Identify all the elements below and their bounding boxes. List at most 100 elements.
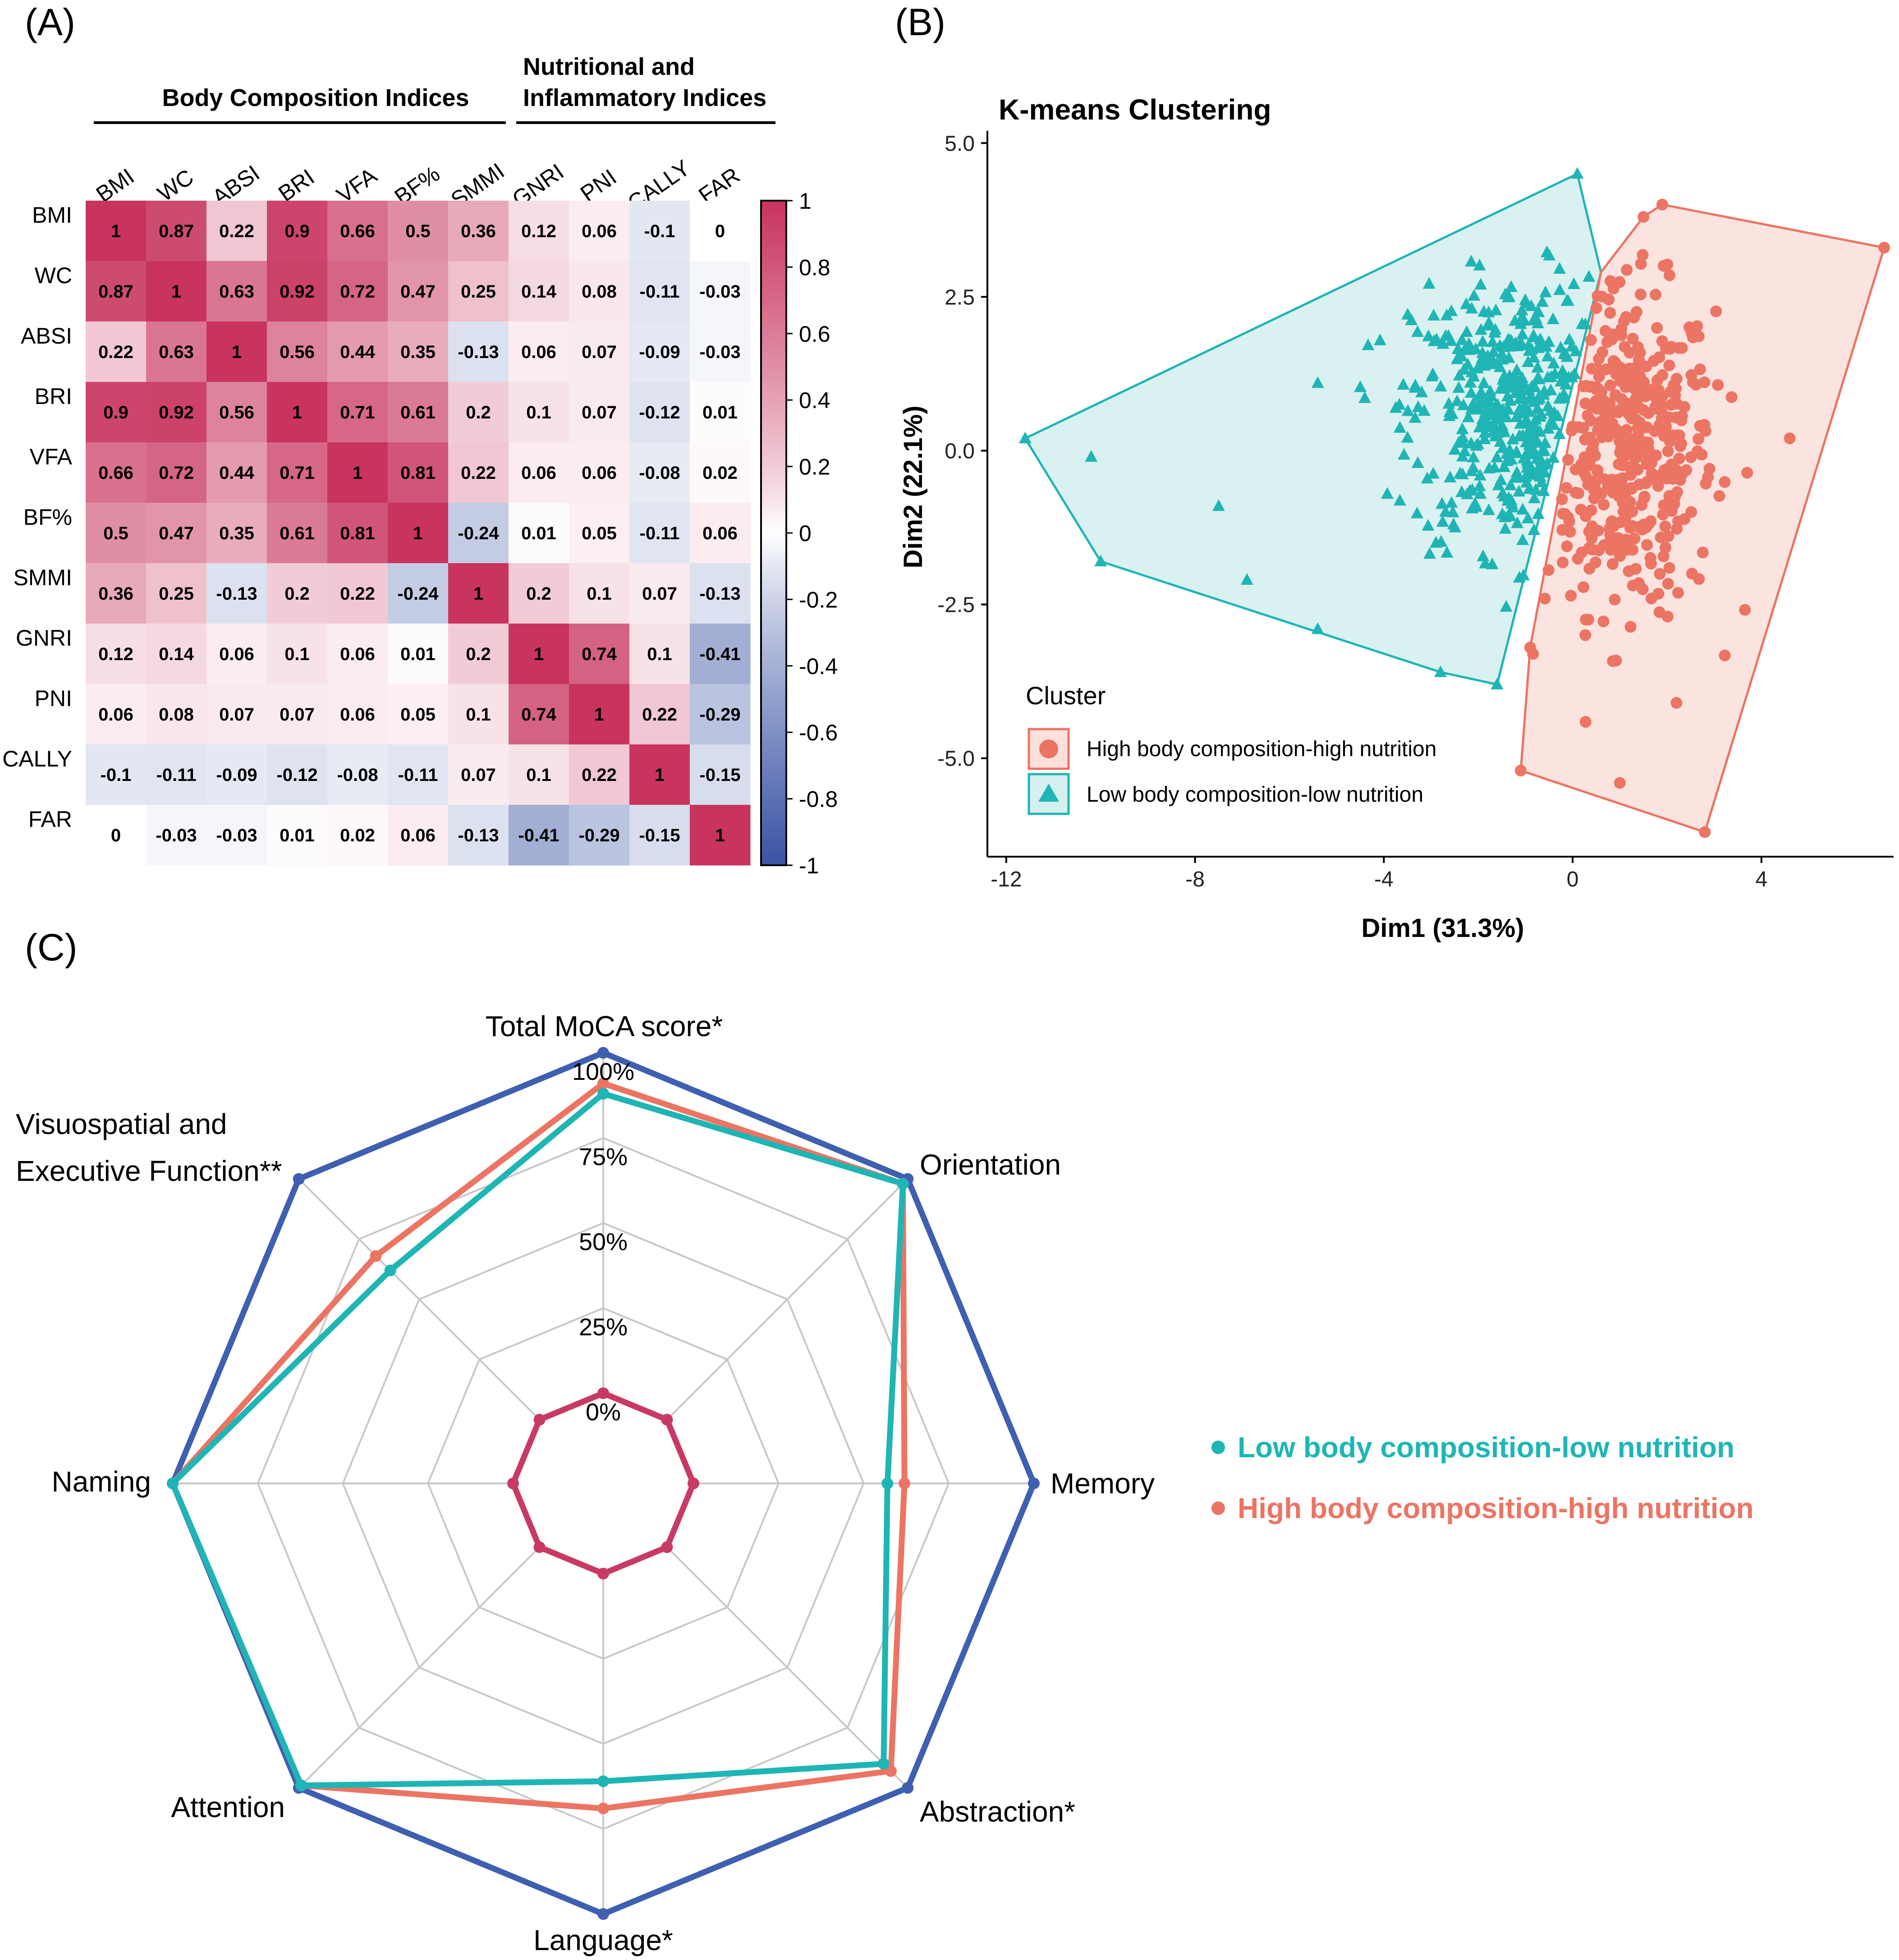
data-point [1561,294,1574,306]
heatmap-cell [206,321,267,382]
data-point [1397,378,1410,390]
data-point [1643,445,1655,458]
heatmap-cell-value: 0.61 [280,523,315,543]
data-point [1638,211,1650,223]
data-point [1546,312,1560,324]
heatmap-cell-value: 0.06 [340,644,375,664]
data-point [1661,610,1674,623]
heatmap-cell [146,563,207,624]
radar-vertex [384,1264,396,1276]
heatmap-cell-value: 0.35 [219,523,254,543]
data-point [1713,490,1725,502]
data-point [1543,248,1556,261]
legend-dot-low [1211,1441,1225,1454]
heatmap-cell [569,503,630,564]
heatmap-cell [509,563,569,624]
data-point [1516,503,1529,515]
data-point [1488,461,1501,473]
data-point [1565,590,1577,602]
colorbar-tick-label: 1 [799,188,812,214]
data-point [1665,431,1677,443]
heatmap-cell-value: 0.2 [526,584,551,604]
heatmap-cell-value: -0.08 [337,765,378,785]
heatmap-cell [448,744,509,805]
data-point [1536,295,1549,307]
colorbar [760,200,787,866]
data-point [1586,363,1598,375]
data-point [1610,389,1622,401]
data-point [1656,335,1668,347]
heatmap-cell [327,563,388,624]
heatmap-cell-value: 1 [232,342,242,362]
heatmap-cell-value: 0.06 [219,644,254,664]
heatmap-cell [206,503,267,564]
heatmap-cell-value: 0.05 [400,705,436,725]
heatmap-cell [388,624,449,684]
heatmap-cell-value: 0.06 [521,463,556,483]
data-point [1448,443,1461,455]
data-point [1579,716,1592,728]
data-point [1521,511,1534,523]
data-point [1444,470,1457,482]
data-point [1739,604,1751,616]
data-point [1618,398,1630,410]
heatmap-cell [388,503,449,564]
panel-label-a: (A) [25,1,75,43]
radar-vertex [877,1758,890,1770]
data-point [1515,765,1527,776]
data-point [1697,546,1709,559]
data-point [1455,333,1468,345]
data-point [1456,467,1469,479]
heatmap-row-label: BMI [32,202,72,228]
data-point [1637,249,1649,261]
heatmap-row-label: PNI [35,686,72,711]
data-point [1411,325,1424,337]
data-point [1541,457,1554,469]
heatmap-cell [448,442,509,503]
heatmap-cell [388,442,449,503]
data-point [1878,242,1890,254]
heatmap-row-label: VFA [30,444,73,469]
data-point [1551,409,1564,421]
data-point [1621,264,1633,276]
data-point [1539,592,1551,605]
data-point [1468,497,1482,509]
x-tick-label: -12 [991,868,1022,891]
heatmap-cell [267,261,328,322]
data-point [1533,372,1546,385]
data-point [1532,507,1545,519]
radar-vertex [507,1478,519,1489]
heatmap-cell-value: 0.06 [400,826,436,845]
data-point [1670,697,1683,709]
legend-marker-circle [1039,739,1058,758]
data-point [1524,390,1537,402]
data-point [1484,384,1497,396]
heatmap-cell-value: 0.25 [461,282,496,302]
heatmap-cell [629,805,690,866]
data-point [1520,447,1533,459]
data-point [1533,425,1546,437]
data-point [1460,325,1473,337]
heatmap-row-label: SMMI [13,565,72,590]
radar-vertex [597,1077,609,1089]
data-point [1581,380,1593,392]
heatmap-cell-value: -0.29 [699,705,740,725]
data-point [1624,621,1637,633]
heatmap-cell [146,684,207,745]
data-point [1469,403,1482,415]
data-point [1547,357,1560,369]
data-point [1476,419,1489,431]
data-point [1576,317,1589,329]
heatmap-cell [86,563,147,624]
radar-vertex [688,1478,699,1489]
heatmap-cell [629,321,690,382]
data-point [1661,258,1674,271]
heatmap-cell [569,744,630,805]
data-point [1445,334,1458,346]
data-point [1560,482,1573,494]
heatmap-cell [629,684,690,745]
colorbar-tick-label: -0.2 [799,587,838,612]
x-tick-label: 4 [1756,868,1768,891]
cluster-hull [1023,172,1602,686]
